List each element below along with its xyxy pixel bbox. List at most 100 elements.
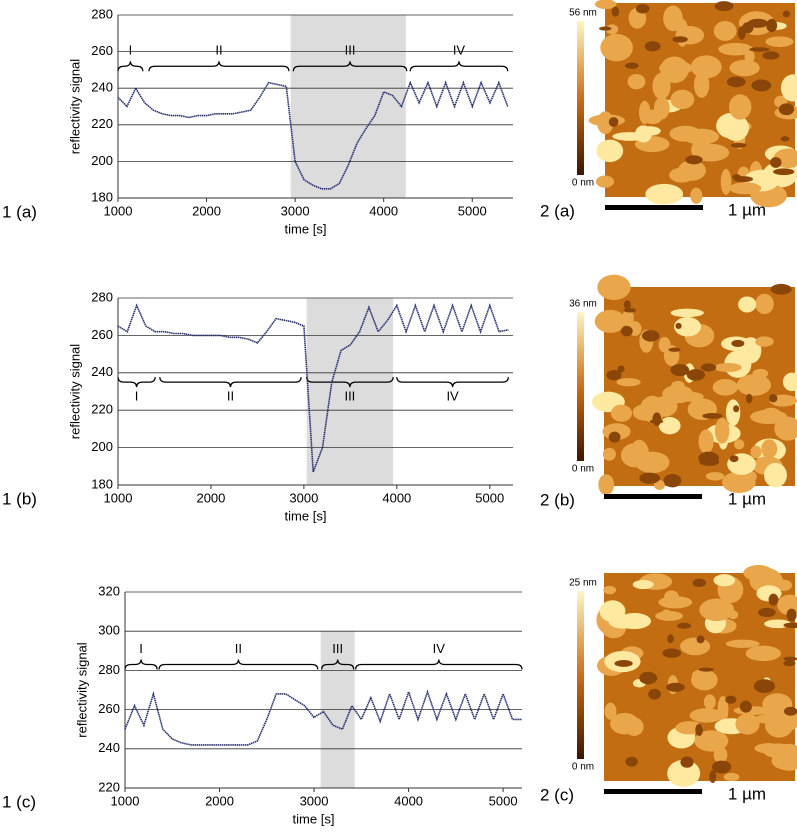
afm-pit: [662, 648, 682, 658]
phase-label: IV: [453, 43, 466, 58]
phase-label: I: [139, 641, 143, 656]
y-tick-label: 320: [98, 583, 120, 598]
panel-label: 2 (a): [540, 201, 575, 220]
afm-pit: [680, 756, 694, 768]
afm-pit: [639, 671, 658, 685]
afm-grain: [713, 574, 736, 587]
phase-label: II: [215, 43, 222, 58]
afm-grain: [691, 669, 718, 691]
afm-grain: [765, 36, 794, 48]
phase-brace: [148, 61, 290, 72]
afm-grain: [658, 596, 693, 609]
afm-pit: [711, 760, 732, 774]
afm-pit: [675, 322, 682, 330]
afm-grain: [705, 471, 725, 481]
afm-grain: [694, 730, 729, 752]
phase-label: I: [129, 43, 133, 58]
afm-grain: [627, 74, 646, 90]
x-tick-label: 5000: [489, 793, 518, 808]
y-tick-label: 240: [98, 740, 120, 755]
afm-grain: [720, 168, 732, 195]
phase-brace: [306, 377, 394, 388]
afm-pit: [768, 593, 779, 606]
afm-grain: [693, 71, 710, 98]
afm-pit: [778, 103, 795, 116]
afm-pit: [733, 405, 740, 413]
y-tick-label: 220: [98, 779, 120, 794]
afm-pit: [753, 679, 775, 694]
afm-pit: [737, 26, 746, 40]
y-tick-label: 220: [91, 116, 113, 131]
afm-grain: [624, 717, 644, 736]
afm-grain: [670, 308, 704, 318]
afm-grain: [723, 772, 740, 782]
x-tick-label: 3000: [300, 793, 329, 808]
y-tick-label: 180: [91, 189, 113, 204]
afm-grain: [595, 0, 617, 10]
afm-pit: [700, 363, 717, 372]
afm-grain: [736, 374, 772, 396]
x-tick-label: 4000: [369, 203, 398, 218]
afm-grain: [595, 175, 615, 188]
phase-brace: [117, 377, 156, 388]
afm-grain: [714, 417, 730, 444]
afm-grain: [738, 296, 757, 313]
afm-grain: [689, 708, 723, 723]
afm-grain: [660, 56, 689, 84]
phase-brace: [396, 377, 509, 388]
afm-grain: [729, 59, 760, 77]
data-line: [124, 689, 522, 746]
afm-grain: [669, 125, 702, 142]
afm-pit: [747, 18, 769, 28]
afm-pit: [606, 369, 622, 381]
phase-label: III: [332, 641, 343, 656]
data-line: [117, 80, 509, 190]
x-tick-label: 4000: [394, 793, 423, 808]
phase-brace: [321, 659, 355, 670]
afm-pit: [670, 363, 690, 377]
x-tick-label: 5000: [475, 490, 504, 505]
afm-grain: [752, 368, 769, 379]
afm-pit: [714, 1, 734, 12]
afm-grain: [597, 274, 631, 301]
panel-label: 2 (b): [540, 490, 575, 509]
afm-grain: [605, 24, 619, 35]
phase-shade: [290, 15, 406, 198]
afm-pit: [639, 472, 660, 484]
afm-pit: [766, 18, 778, 33]
afm-pit: [672, 36, 688, 43]
afm-grain: [729, 182, 762, 195]
afm-pit: [702, 413, 723, 419]
phase-label: III: [344, 389, 355, 404]
afm-grain: [750, 445, 762, 459]
afm-pit: [726, 76, 746, 88]
afm-pit: [786, 608, 797, 622]
afm-pit: [762, 51, 780, 60]
afm-grain: [782, 372, 797, 392]
afm-pit: [739, 700, 752, 713]
afm-grain: [703, 694, 716, 710]
afm-pit: [783, 622, 797, 629]
afm-grain: [735, 713, 760, 735]
scale-bar: [605, 205, 703, 210]
y-tick-label: 280: [91, 6, 113, 21]
afm-pit: [666, 682, 685, 692]
afm-pit: [623, 300, 631, 310]
afm-grain: [725, 399, 741, 426]
afm-grain: [713, 21, 737, 41]
x-axis-label: time [s]: [285, 508, 327, 523]
x-axis-label: time [s]: [293, 811, 335, 826]
afm-pit: [614, 660, 633, 667]
afm-pit: [625, 756, 638, 767]
x-tick-label: 1000: [104, 203, 133, 218]
afm-grain: [658, 417, 681, 435]
y-tick-label: 200: [91, 439, 113, 454]
afm-grain: [622, 309, 634, 327]
afm-grain: [771, 751, 797, 771]
afm-pit: [623, 308, 637, 313]
color-bar-max: 25 nm: [569, 578, 597, 589]
afm-pit: [668, 347, 681, 352]
afm-grain: [655, 611, 684, 621]
